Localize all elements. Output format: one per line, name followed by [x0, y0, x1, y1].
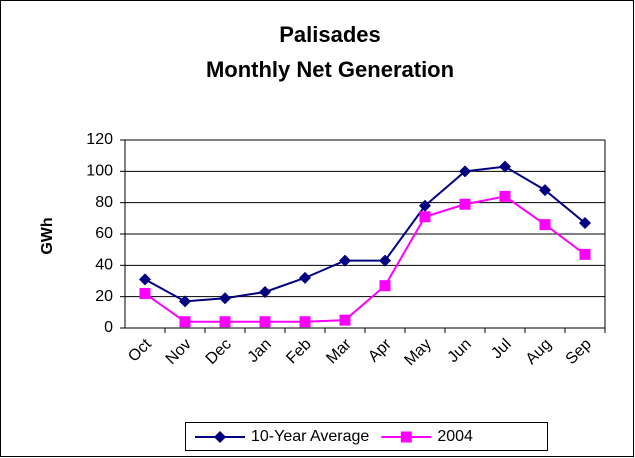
y-tick-label: 40: [95, 257, 113, 274]
marker: [539, 184, 551, 197]
marker: [579, 217, 591, 230]
marker: [379, 254, 391, 267]
marker: [339, 314, 351, 326]
y-axis-label: GWh: [39, 217, 56, 254]
marker: [179, 316, 191, 328]
legend-label: 2004: [437, 428, 473, 445]
marker: [219, 292, 231, 305]
y-tick-label: 120: [86, 131, 113, 148]
marker: [459, 165, 471, 178]
marker: [419, 199, 431, 212]
marker: [259, 316, 271, 328]
marker: [499, 190, 511, 202]
marker: [499, 160, 511, 173]
marker: [139, 288, 151, 300]
y-tick-label: 60: [95, 225, 113, 242]
marker: [219, 316, 231, 328]
marker: [299, 316, 311, 328]
series-line: [144, 195, 586, 323]
marker: [339, 254, 351, 267]
marker: [579, 248, 591, 260]
marker: [299, 271, 311, 284]
marker: [459, 198, 471, 210]
y-tick-label: 0: [104, 319, 113, 336]
series-line: [144, 165, 586, 303]
marker: [259, 285, 271, 298]
chart-title: Palisades: [279, 22, 381, 47]
marker: [139, 273, 151, 286]
y-tick-label: 80: [95, 194, 113, 211]
legend-box: [185, 422, 548, 451]
y-tick-label: 100: [86, 163, 113, 180]
marker: [179, 295, 191, 308]
marker: [214, 431, 226, 443]
marker: [379, 280, 391, 292]
marker: [419, 211, 431, 223]
marker: [400, 431, 412, 443]
marker: [539, 219, 551, 231]
chart-subtitle: Monthly Net Generation: [206, 57, 454, 82]
legend-label: 10-Year Average: [251, 428, 369, 445]
y-tick-label: 20: [95, 288, 113, 305]
